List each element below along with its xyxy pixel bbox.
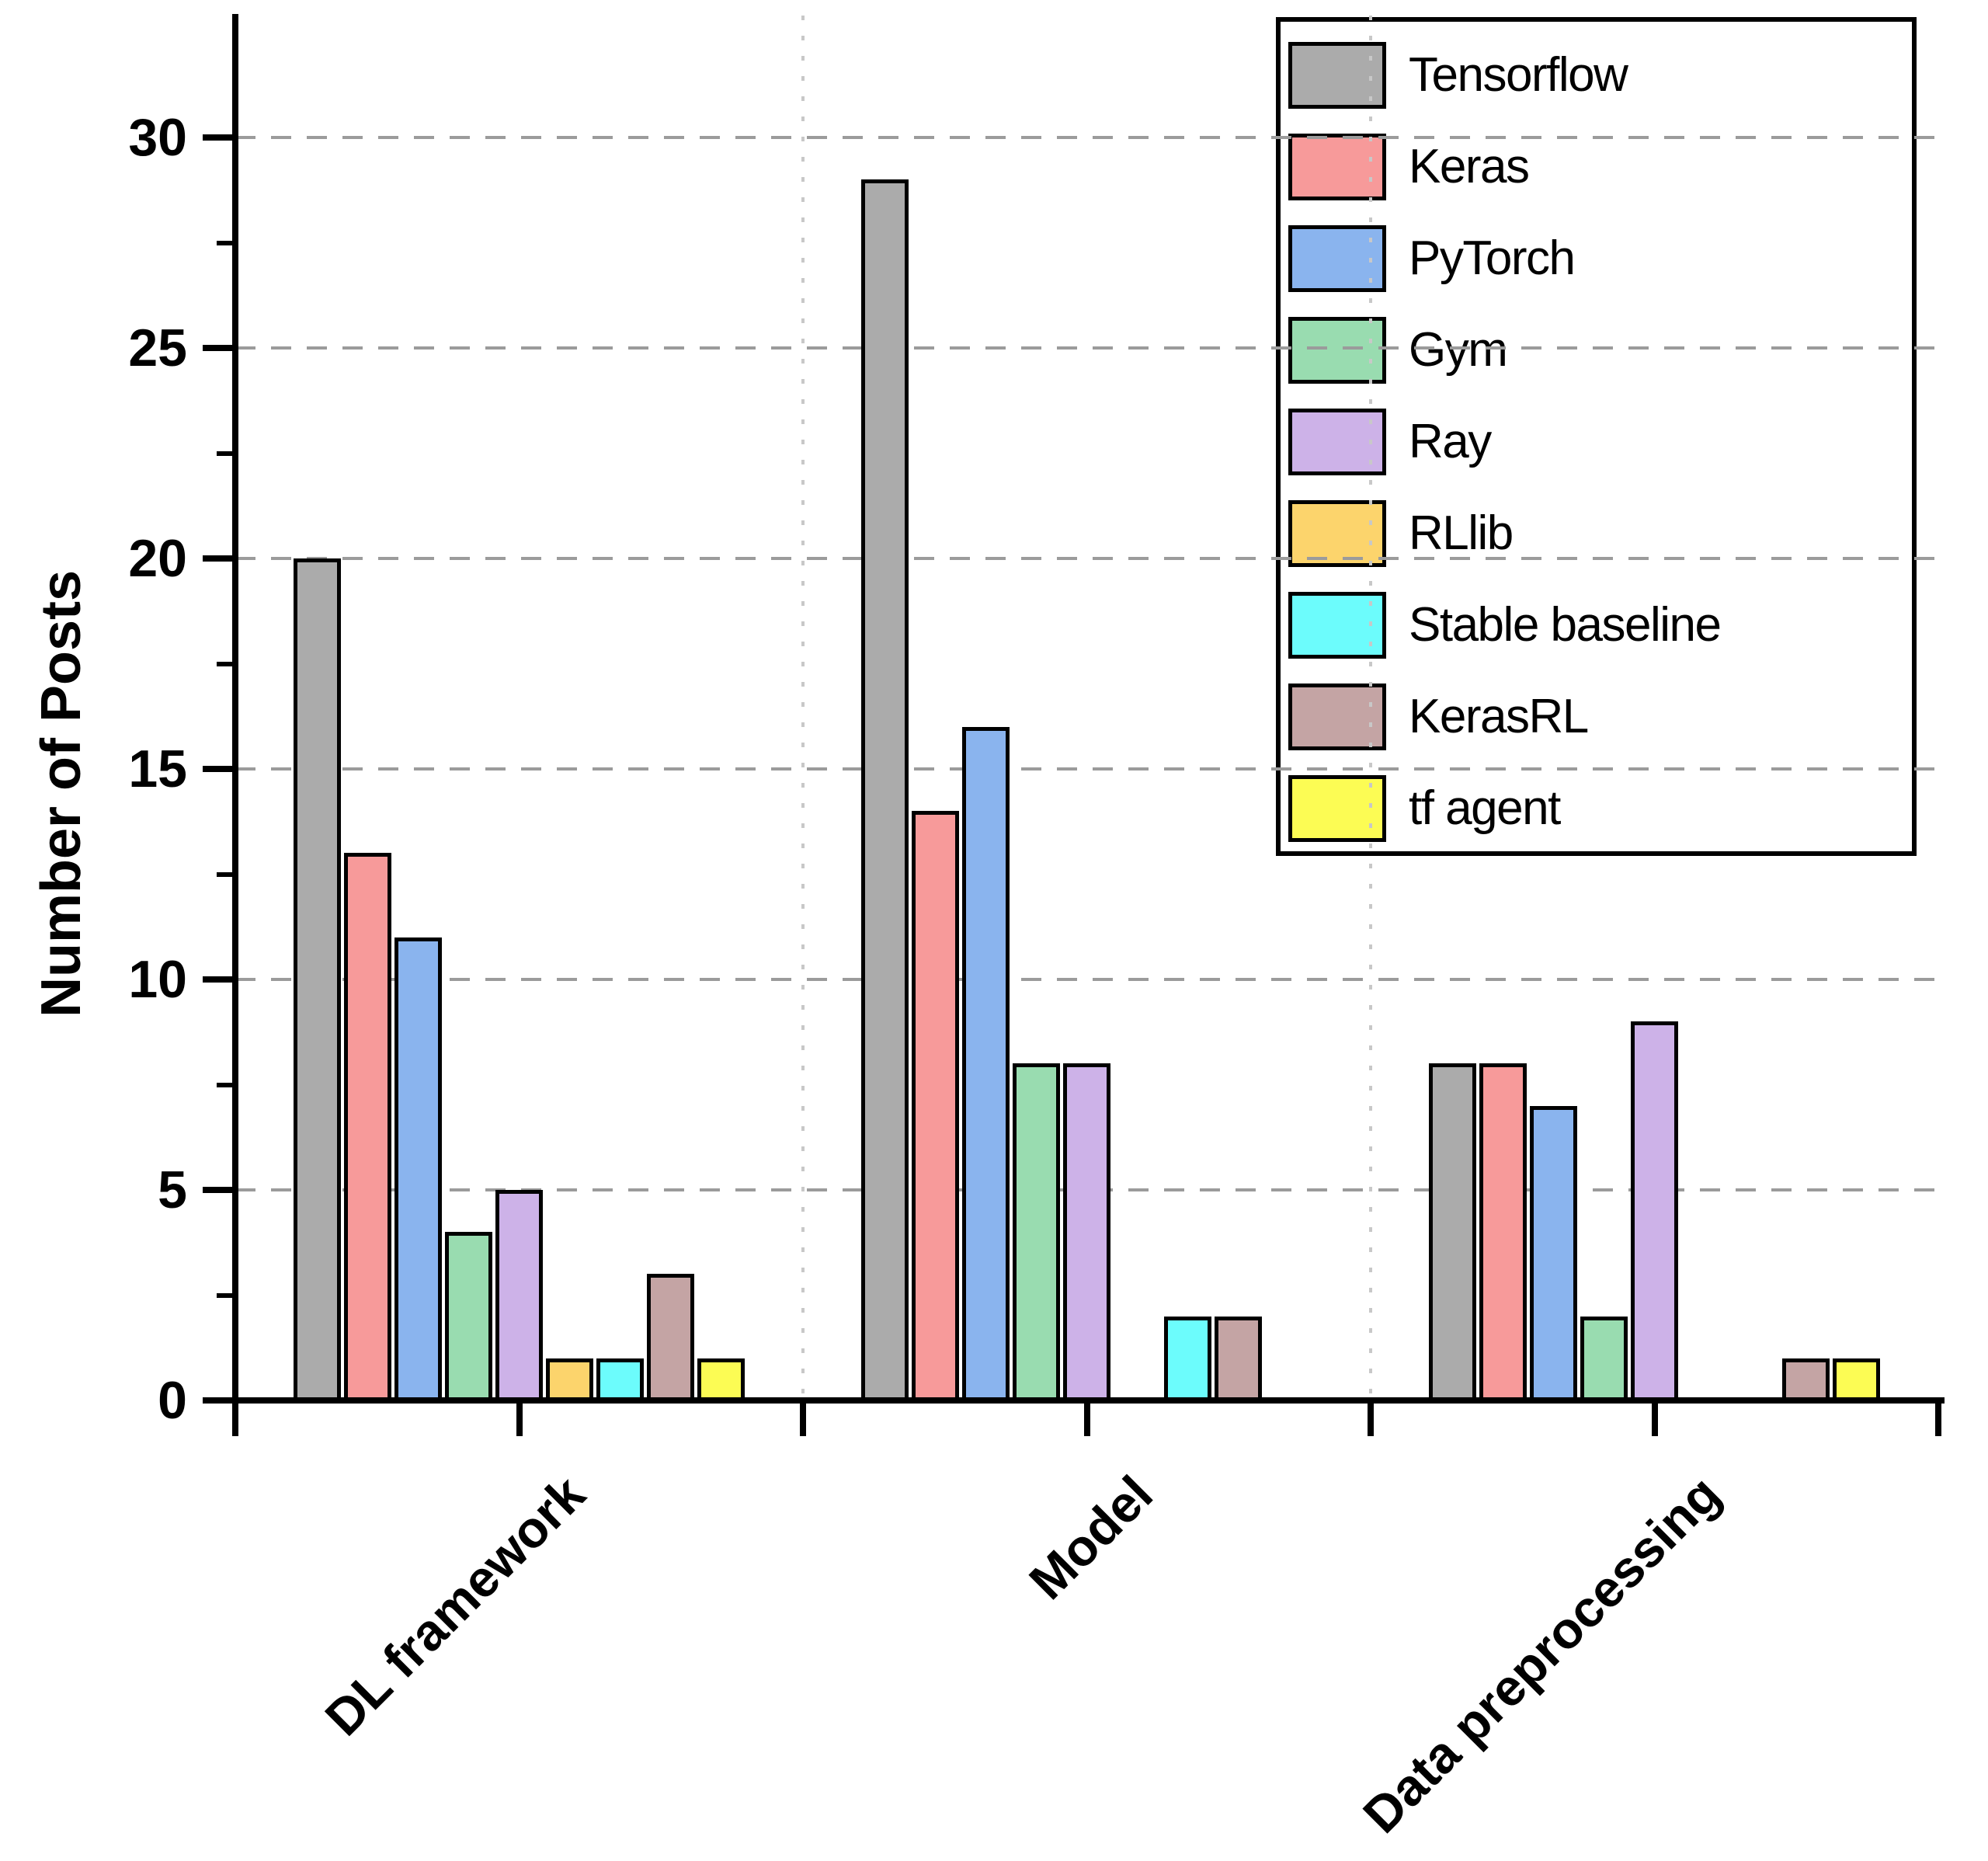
legend-label: Gym bbox=[1409, 323, 1508, 377]
category-separator bbox=[801, 16, 805, 1400]
legend-item: Stable baseline bbox=[1281, 579, 1912, 671]
bar-stable-baseline bbox=[1164, 1316, 1212, 1404]
y-tick-major bbox=[203, 1187, 232, 1193]
legend-item: Tensorflow bbox=[1281, 30, 1912, 121]
gridline-y-15 bbox=[235, 767, 1935, 770]
bar-keras bbox=[911, 811, 959, 1404]
legend-item: KerasRL bbox=[1281, 671, 1912, 763]
y-tick-minor bbox=[217, 1082, 232, 1087]
bar-tensorflow bbox=[1428, 1063, 1476, 1404]
bar-pytorch bbox=[1529, 1105, 1577, 1404]
legend-label: tf agent bbox=[1409, 781, 1561, 835]
gridline-y-30 bbox=[235, 136, 1935, 139]
x-tick-boundary bbox=[1368, 1404, 1374, 1436]
bar-gym bbox=[1012, 1063, 1060, 1404]
legend-label: Ray bbox=[1409, 415, 1492, 468]
bar-pytorch bbox=[961, 726, 1010, 1404]
y-tick-minor bbox=[217, 450, 232, 456]
y-tick-label: 10 bbox=[128, 950, 187, 1009]
legend-label: Tensorflow bbox=[1409, 48, 1628, 102]
y-tick-major bbox=[203, 1397, 232, 1404]
legend: Tensorflow Keras PyTorch Gym Ray RLlib Stable … bbox=[1276, 17, 1917, 856]
y-tick-major bbox=[203, 134, 232, 141]
bar-gym bbox=[1580, 1316, 1628, 1404]
x-category-label: Model bbox=[1017, 1464, 1163, 1610]
y-tick-major bbox=[203, 976, 232, 983]
x-category-label: Data preprocessing bbox=[1351, 1464, 1731, 1844]
x-tick-boundary bbox=[800, 1404, 806, 1436]
x-category-label: DL framework bbox=[313, 1464, 596, 1747]
gridline-y-10 bbox=[235, 978, 1935, 981]
bar-ray bbox=[1630, 1021, 1678, 1404]
y-tick-label: 25 bbox=[128, 318, 187, 377]
y-tick-minor bbox=[217, 240, 232, 245]
legend-label: RLlib bbox=[1409, 506, 1514, 560]
bar-keras bbox=[343, 853, 391, 1404]
gridline-y-20 bbox=[235, 557, 1935, 560]
y-tick-label: 30 bbox=[128, 108, 187, 167]
y-tick-label: 20 bbox=[128, 529, 187, 588]
bar-ray bbox=[1062, 1063, 1110, 1404]
legend-label: Stable baseline bbox=[1409, 598, 1722, 652]
bar-pytorch bbox=[394, 937, 442, 1404]
bar-kerasrl bbox=[647, 1274, 695, 1404]
x-axis-line bbox=[232, 1397, 1945, 1404]
y-tick-label: 5 bbox=[158, 1160, 187, 1219]
x-tick-boundary bbox=[232, 1404, 238, 1436]
x-tick-category bbox=[1651, 1404, 1658, 1436]
legend-label: Keras bbox=[1409, 140, 1530, 193]
y-tick-label: 15 bbox=[128, 739, 187, 798]
x-tick-category bbox=[516, 1404, 523, 1436]
x-tick-category bbox=[1083, 1404, 1090, 1436]
legend-label: KerasRL bbox=[1409, 690, 1589, 743]
y-tick-minor bbox=[217, 661, 232, 666]
legend-item: Keras bbox=[1281, 121, 1912, 213]
x-tick-boundary bbox=[1935, 1404, 1941, 1436]
legend-item: PyTorch bbox=[1281, 213, 1912, 304]
category-separator bbox=[1369, 16, 1372, 1400]
legend-item: Gym bbox=[1281, 304, 1912, 396]
y-tick-major bbox=[203, 555, 232, 562]
y-tick-major bbox=[203, 766, 232, 772]
bar-ray bbox=[495, 1190, 543, 1404]
y-tick-minor bbox=[217, 871, 232, 877]
legend-item: Ray bbox=[1281, 396, 1912, 488]
legend-label: PyTorch bbox=[1409, 231, 1576, 285]
bar-keras bbox=[1479, 1063, 1527, 1404]
y-axis-line bbox=[232, 14, 238, 1407]
y-tick-major bbox=[203, 345, 232, 351]
y-tick-label: 0 bbox=[158, 1371, 187, 1430]
bar-gym bbox=[444, 1232, 492, 1404]
legend-item: RLlib bbox=[1281, 488, 1912, 579]
bar-tensorflow bbox=[293, 558, 341, 1404]
gridline-y-25 bbox=[235, 346, 1935, 350]
legend-item: tf agent bbox=[1281, 763, 1912, 854]
bar-kerasrl bbox=[1215, 1316, 1263, 1404]
y-tick-minor bbox=[217, 1292, 232, 1298]
bar-tensorflow bbox=[860, 179, 909, 1404]
